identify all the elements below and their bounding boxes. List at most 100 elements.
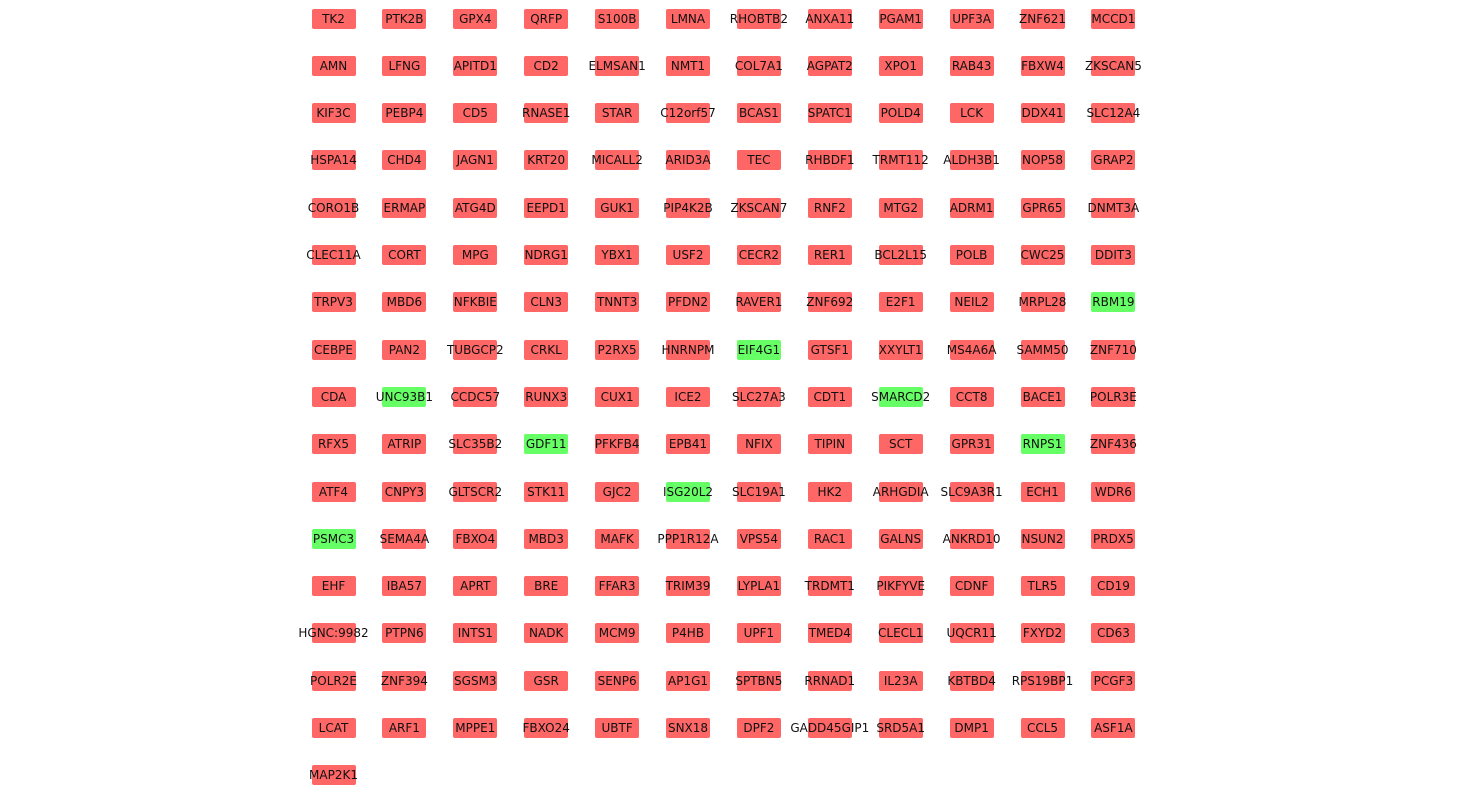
gene-node[interactable]: UNC93B1 [382, 387, 426, 407]
gene-node[interactable]: RPS19BP1 [1021, 671, 1065, 691]
gene-node[interactable]: GTSF1 [808, 340, 852, 360]
gene-node[interactable]: TNNT3 [595, 292, 639, 312]
gene-node[interactable]: FBXW4 [1021, 56, 1065, 76]
gene-node[interactable]: RNF2 [808, 198, 852, 218]
gene-node[interactable]: SNX18 [666, 718, 710, 738]
gene-node[interactable]: RER1 [808, 245, 852, 265]
gene-node[interactable]: RAB43 [950, 56, 994, 76]
gene-node[interactable]: GRAP2 [1091, 150, 1135, 170]
gene-node[interactable]: RRNAD1 [808, 671, 852, 691]
gene-node[interactable]: ECH1 [1021, 482, 1065, 502]
gene-node[interactable]: ARHGDIA [879, 482, 923, 502]
gene-node[interactable]: ZNF692 [808, 292, 852, 312]
gene-node[interactable]: LCAT [312, 718, 356, 738]
gene-node[interactable]: PEBP4 [382, 103, 426, 123]
gene-node[interactable]: RNASE1 [524, 103, 568, 123]
gene-node[interactable]: SGSM3 [453, 671, 497, 691]
gene-node[interactable]: CDA [312, 387, 356, 407]
gene-node[interactable]: USF2 [666, 245, 710, 265]
gene-node[interactable]: GPX4 [453, 9, 497, 29]
gene-node[interactable]: INTS1 [453, 623, 497, 643]
gene-node[interactable]: GPR65 [1021, 198, 1065, 218]
gene-node[interactable]: TRIM39 [666, 576, 710, 596]
gene-node[interactable]: FFAR3 [595, 576, 639, 596]
gene-node[interactable]: BCAS1 [737, 103, 781, 123]
gene-node[interactable]: VPS54 [737, 529, 781, 549]
gene-node[interactable]: RBM19 [1091, 292, 1135, 312]
gene-node[interactable]: GADD45GIP1 [808, 718, 852, 738]
gene-node[interactable]: GLTSCR2 [453, 482, 497, 502]
gene-node[interactable]: ATF4 [312, 482, 356, 502]
gene-node[interactable]: PSMC3 [312, 529, 356, 549]
gene-node[interactable]: NADK [524, 623, 568, 643]
gene-node[interactable]: PFDN2 [666, 292, 710, 312]
gene-node[interactable]: ISG20L2 [666, 482, 710, 502]
gene-node[interactable]: SLC35B2 [453, 434, 497, 454]
gene-node[interactable]: ZNF394 [382, 671, 426, 691]
gene-node[interactable]: CD63 [1091, 623, 1135, 643]
gene-node[interactable]: TUBGCP2 [453, 340, 497, 360]
gene-node[interactable]: JAGN1 [453, 150, 497, 170]
gene-node[interactable]: MICALL2 [595, 150, 639, 170]
gene-node[interactable]: CNPY3 [382, 482, 426, 502]
gene-node[interactable]: BRE [524, 576, 568, 596]
gene-node[interactable]: NDRG1 [524, 245, 568, 265]
gene-node[interactable]: LCK [950, 103, 994, 123]
gene-node[interactable]: CD2 [524, 56, 568, 76]
gene-node[interactable]: POLR2E [312, 671, 356, 691]
gene-node[interactable]: DNMT3A [1091, 198, 1135, 218]
gene-node[interactable]: UQCR11 [950, 623, 994, 643]
gene-node[interactable]: MPPE1 [453, 718, 497, 738]
gene-node[interactable]: PFKFB4 [595, 434, 639, 454]
gene-node[interactable]: CORO1B [312, 198, 356, 218]
gene-node[interactable]: CECR2 [737, 245, 781, 265]
gene-node[interactable]: CWC25 [1021, 245, 1065, 265]
gene-node[interactable]: SCT [879, 434, 923, 454]
gene-node[interactable]: NOP58 [1021, 150, 1065, 170]
gene-node[interactable]: PRDX5 [1091, 529, 1135, 549]
gene-node[interactable]: RNPS1 [1021, 434, 1065, 454]
gene-node[interactable]: DDX41 [1021, 103, 1065, 123]
gene-node[interactable]: ZNF621 [1021, 9, 1065, 29]
gene-node[interactable]: MBD6 [382, 292, 426, 312]
gene-node[interactable]: STAR [595, 103, 639, 123]
gene-node[interactable]: ALDH3B1 [950, 150, 994, 170]
gene-node[interactable]: UBTF [595, 718, 639, 738]
gene-node[interactable]: LFNG [382, 56, 426, 76]
gene-node[interactable]: PGAM1 [879, 9, 923, 29]
gene-node[interactable]: CD5 [453, 103, 497, 123]
gene-node[interactable]: FBXO4 [453, 529, 497, 549]
gene-node[interactable]: NMT1 [666, 56, 710, 76]
gene-node[interactable]: S100B [595, 9, 639, 29]
gene-node[interactable]: ASF1A [1091, 718, 1135, 738]
gene-node[interactable]: PAN2 [382, 340, 426, 360]
gene-node[interactable]: TLR5 [1021, 576, 1065, 596]
gene-node[interactable]: TMED4 [808, 623, 852, 643]
gene-node[interactable]: MPG [453, 245, 497, 265]
gene-node[interactable]: LMNA [666, 9, 710, 29]
gene-node[interactable]: ANXA11 [808, 9, 852, 29]
gene-node[interactable]: KBTBD4 [950, 671, 994, 691]
gene-node[interactable]: SAMM50 [1021, 340, 1065, 360]
gene-node[interactable]: CHD4 [382, 150, 426, 170]
gene-node[interactable]: WDR6 [1091, 482, 1135, 502]
gene-node[interactable]: CORT [382, 245, 426, 265]
gene-node[interactable]: HK2 [808, 482, 852, 502]
gene-node[interactable]: PCGF3 [1091, 671, 1135, 691]
gene-node[interactable]: NEIL2 [950, 292, 994, 312]
gene-node[interactable]: STK11 [524, 482, 568, 502]
gene-node[interactable]: CCDC57 [453, 387, 497, 407]
gene-node[interactable]: CLEC11A [312, 245, 356, 265]
gene-node[interactable]: AP1G1 [666, 671, 710, 691]
gene-node[interactable]: EHF [312, 576, 356, 596]
gene-node[interactable]: ZNF436 [1091, 434, 1135, 454]
gene-node[interactable]: C12orf57 [666, 103, 710, 123]
gene-node[interactable]: MCCD1 [1091, 9, 1135, 29]
gene-node[interactable]: FXYD2 [1021, 623, 1065, 643]
gene-node[interactable]: MCM9 [595, 623, 639, 643]
gene-node[interactable]: TRMT112 [879, 150, 923, 170]
gene-node[interactable]: GDF11 [524, 434, 568, 454]
gene-node[interactable]: LYPLA1 [737, 576, 781, 596]
gene-node[interactable]: ICE2 [666, 387, 710, 407]
gene-node[interactable]: PIKFYVE [879, 576, 923, 596]
